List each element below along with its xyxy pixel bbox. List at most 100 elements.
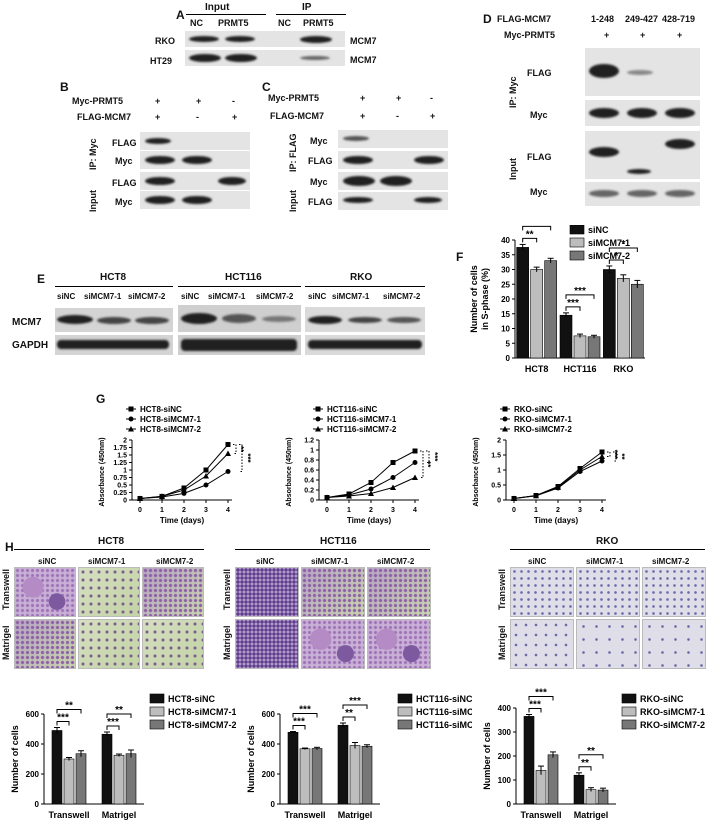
y-tick-label: 20 xyxy=(501,295,510,304)
d-col: 1-248 xyxy=(591,14,615,24)
significance-bracket xyxy=(578,754,604,759)
panel-label-b: B xyxy=(60,80,69,94)
y-tick-label: 1.2 xyxy=(304,438,314,445)
significance-bracket xyxy=(522,237,538,243)
blot-d-2 xyxy=(585,100,700,126)
d-row-myc-prmt5: Myc-PRMT5 xyxy=(504,30,556,40)
significance-bracket xyxy=(613,451,617,462)
legend-swatch xyxy=(149,693,165,704)
marker-triangle xyxy=(412,474,418,480)
marker-triangle xyxy=(533,492,539,499)
series-line xyxy=(513,456,603,499)
chart-h2: 0 200 400 600 Number of cells Transwell Matrig… xyxy=(246,693,472,820)
marker-triangle xyxy=(502,426,508,432)
y-tick-label: 0.25 xyxy=(113,490,127,497)
y-axis-label: Number of cells xyxy=(10,725,20,793)
series-line xyxy=(513,460,603,499)
significance-label: ** xyxy=(115,705,123,716)
b-sign: - xyxy=(232,96,235,106)
blot-c-3 xyxy=(338,172,448,190)
micro-image xyxy=(14,619,76,669)
significance-bracket xyxy=(56,721,70,726)
x-tick-label: Matrigel xyxy=(574,810,609,820)
significance-label: *** xyxy=(535,687,547,698)
significance-bracket xyxy=(426,450,430,463)
significance-bracket xyxy=(565,294,595,299)
marker-triangle xyxy=(511,495,517,501)
y-tick-label: 400 xyxy=(262,740,276,749)
bar xyxy=(535,770,547,805)
marker-square xyxy=(502,406,508,412)
legend-swatch xyxy=(569,225,585,235)
d-col: 428-719 xyxy=(662,14,696,24)
h-row-matrigel: Matrigel xyxy=(497,625,507,660)
y-tick-label: 0 xyxy=(497,498,501,505)
h-row-matrigel: Matrigel xyxy=(222,625,232,660)
significance-label: *** xyxy=(529,699,541,710)
blot-c-4 xyxy=(338,192,448,210)
significance-label: ** xyxy=(423,461,432,468)
y-tick-label: 1 xyxy=(123,468,127,475)
legend-label: HCT116-siNC xyxy=(327,405,377,414)
bar xyxy=(51,730,63,805)
marker-circle xyxy=(128,416,134,422)
marker-circle xyxy=(599,458,605,464)
b-sign: + xyxy=(155,112,161,122)
blot-d-4 xyxy=(585,182,700,206)
blot-e-mcm7-hct116 xyxy=(178,305,301,332)
e-cell: RKO xyxy=(350,272,373,283)
y-tick-label: 30 xyxy=(501,266,510,275)
y-tick-label: 0 xyxy=(310,498,314,505)
row-ht29: HT29 xyxy=(150,56,173,66)
marker-triangle xyxy=(577,467,583,473)
bar xyxy=(585,789,597,805)
y-tick-label: 35 xyxy=(501,251,510,260)
marker-square xyxy=(412,448,418,454)
significance-label: *** xyxy=(574,286,586,297)
significance-label: ** xyxy=(617,453,626,460)
blot-a-rko xyxy=(185,31,345,47)
bar xyxy=(337,724,349,805)
significance-label: ** xyxy=(581,758,589,769)
significance-label: *** xyxy=(349,696,361,707)
bar xyxy=(311,748,323,805)
micro-image xyxy=(301,619,365,669)
bar xyxy=(573,774,585,805)
marker-square xyxy=(315,406,321,412)
panel-label-e: E xyxy=(37,272,46,286)
micro-image xyxy=(301,567,365,617)
e-lane: siNC xyxy=(308,292,327,301)
panel-label-d: D xyxy=(483,12,492,26)
y-axis-label: Absorbance (450nm) xyxy=(286,437,293,506)
y-tick-label: 600 xyxy=(26,710,40,719)
marker-triangle xyxy=(599,453,605,459)
x-tick-label: 1 xyxy=(160,507,164,514)
significance-bracket xyxy=(106,713,132,718)
micro-image xyxy=(642,567,706,617)
significance-bracket xyxy=(292,713,318,718)
y-tick-label: 0 xyxy=(35,800,40,809)
legend-swatch xyxy=(569,237,585,248)
chart-h3: 0 100 200 300 400 Number of cells Transwell Mat… xyxy=(482,687,705,820)
bar xyxy=(530,269,543,359)
legend-label: HCT8-siNC xyxy=(168,694,216,704)
y-axis-label: Number of cells xyxy=(246,725,256,793)
micro-image xyxy=(78,567,140,617)
b-blot-label: Myc xyxy=(115,197,133,207)
y-tick-label: 0.75 xyxy=(113,475,127,482)
d-blot-label: FLAG xyxy=(527,68,552,78)
y-tick-label: 15 xyxy=(501,310,510,319)
y-tick-label: 600 xyxy=(262,710,276,719)
h-row-transwell: Transwell xyxy=(1,568,11,610)
chart-g3: 0 0.5 1 1.5 2 0 1 2 3 4 Time (days) Absorbance (450… xyxy=(473,405,626,525)
marker-square xyxy=(225,442,231,447)
micro-image xyxy=(78,619,140,669)
significance-label: ** xyxy=(526,229,534,240)
blot-e-gapdh-hct116 xyxy=(178,335,301,355)
h-row-matrigel: Matrigel xyxy=(1,625,11,660)
marker-triangle xyxy=(555,484,561,490)
significance-label: *** xyxy=(567,298,579,309)
header-ip: IP xyxy=(302,2,312,13)
y-tick-label: 1.5 xyxy=(117,453,127,460)
y-tick-label: 100 xyxy=(498,776,512,785)
